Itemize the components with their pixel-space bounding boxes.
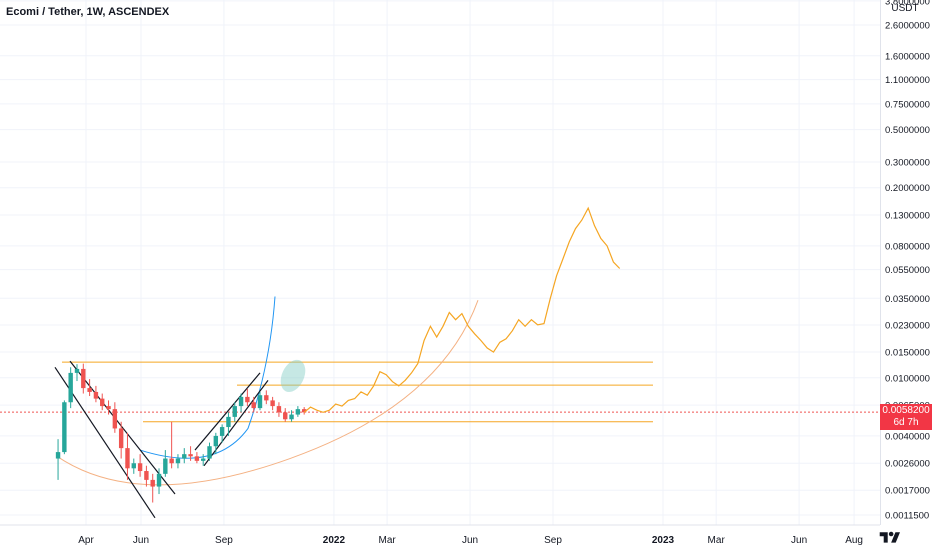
y-tick-label: 0.7500000 xyxy=(885,99,930,110)
parabolic-curve xyxy=(139,296,276,459)
y-tick-label: 0.0230000 xyxy=(885,320,930,331)
candle-body xyxy=(264,395,269,401)
x-tick-label: Sep xyxy=(215,535,233,546)
y-tick-label: 1.1000000 xyxy=(885,75,930,86)
x-tick-label: 2022 xyxy=(323,535,346,546)
y-tick-label: 0.0011500 xyxy=(885,511,929,522)
y-tick-label: 2.6000000 xyxy=(885,20,930,31)
x-tick-label: 2023 xyxy=(652,535,675,546)
candle-body xyxy=(226,416,231,428)
candle-body xyxy=(251,402,256,409)
y-tick-label: 0.5000000 xyxy=(885,125,930,136)
candle-body xyxy=(201,458,206,461)
candle-body xyxy=(175,458,181,464)
candle-body xyxy=(150,479,155,487)
bar-countdown: 6d 7h xyxy=(893,417,919,428)
y-tick-label: 0.0100000 xyxy=(885,373,930,384)
candle-body xyxy=(270,400,275,407)
y-tick-label: 0.0040000 xyxy=(885,431,930,442)
candle-body xyxy=(188,454,193,457)
x-tick-label: Sep xyxy=(544,535,562,546)
y-tick-label: 0.0350000 xyxy=(885,294,930,305)
candle-body xyxy=(283,412,288,420)
trendline xyxy=(69,360,176,495)
candle-body xyxy=(257,395,263,409)
trendline xyxy=(203,380,269,467)
candle-body xyxy=(112,409,118,429)
y-tick-label: 3.8000000 xyxy=(885,0,930,7)
candle-body xyxy=(125,448,130,469)
y-tick-label: 0.0017000 xyxy=(885,486,930,497)
y-tick-label: 0.0800000 xyxy=(885,241,930,252)
candle-body xyxy=(207,446,212,459)
candle-body xyxy=(276,406,282,413)
x-tick-label: Jun xyxy=(133,535,149,546)
last-price-badge: 0.0058200 6d 7h xyxy=(880,404,932,430)
candle-body xyxy=(144,471,149,480)
y-tick-label: 0.0150000 xyxy=(885,348,930,359)
candle-body xyxy=(55,452,61,459)
candle-body xyxy=(100,398,105,407)
candle-body xyxy=(238,396,244,407)
y-tick-label: 1.6000000 xyxy=(885,51,930,62)
y-tick-label: 0.2000000 xyxy=(885,183,930,194)
y-tick-label: 0.1300000 xyxy=(885,211,930,222)
trendline xyxy=(194,372,261,451)
y-tick-label: 0.0026000 xyxy=(885,459,930,470)
x-tick-label: Aug xyxy=(845,535,863,546)
candle-body xyxy=(156,473,162,487)
y-tick-label: 0.3000000 xyxy=(885,158,930,169)
candle-body xyxy=(182,454,187,459)
candle-body xyxy=(301,409,307,413)
candle-body xyxy=(295,409,301,415)
price-axis-separator xyxy=(880,0,881,525)
candle-body xyxy=(219,427,225,436)
candle-body xyxy=(163,458,168,474)
tradingview-logo-icon[interactable] xyxy=(878,530,902,546)
cup-arc xyxy=(56,299,479,486)
candle-body xyxy=(169,458,174,464)
projection-path xyxy=(303,206,621,413)
currency-label: USDT xyxy=(891,3,918,14)
candle-body xyxy=(93,391,99,399)
x-tick-label: Jun xyxy=(791,535,807,546)
last-price-value: 0.0058200 xyxy=(882,405,930,416)
candle-body xyxy=(131,463,136,469)
candle-body xyxy=(289,414,294,420)
candle-body xyxy=(87,388,92,392)
x-tick-label: Apr xyxy=(78,535,94,546)
candle-body xyxy=(232,406,237,417)
x-tick-label: Jun xyxy=(462,535,478,546)
candle-body xyxy=(118,428,124,449)
candle-body xyxy=(81,368,86,389)
candle-body xyxy=(245,396,250,403)
candle-body xyxy=(74,368,80,373)
candle-body xyxy=(137,463,143,472)
highlight-marker xyxy=(280,359,306,393)
candle-body xyxy=(106,406,111,410)
candle-body xyxy=(194,456,200,461)
chart-title: Ecomi / Tether, 1W, ASCENDEX xyxy=(6,6,170,18)
y-tick-label: 0.0550000 xyxy=(885,265,930,276)
x-tick-label: Mar xyxy=(378,535,396,546)
candle-body xyxy=(68,372,73,403)
x-tick-label: Mar xyxy=(708,535,726,546)
candle-body xyxy=(213,435,219,447)
candle-body xyxy=(62,402,67,453)
